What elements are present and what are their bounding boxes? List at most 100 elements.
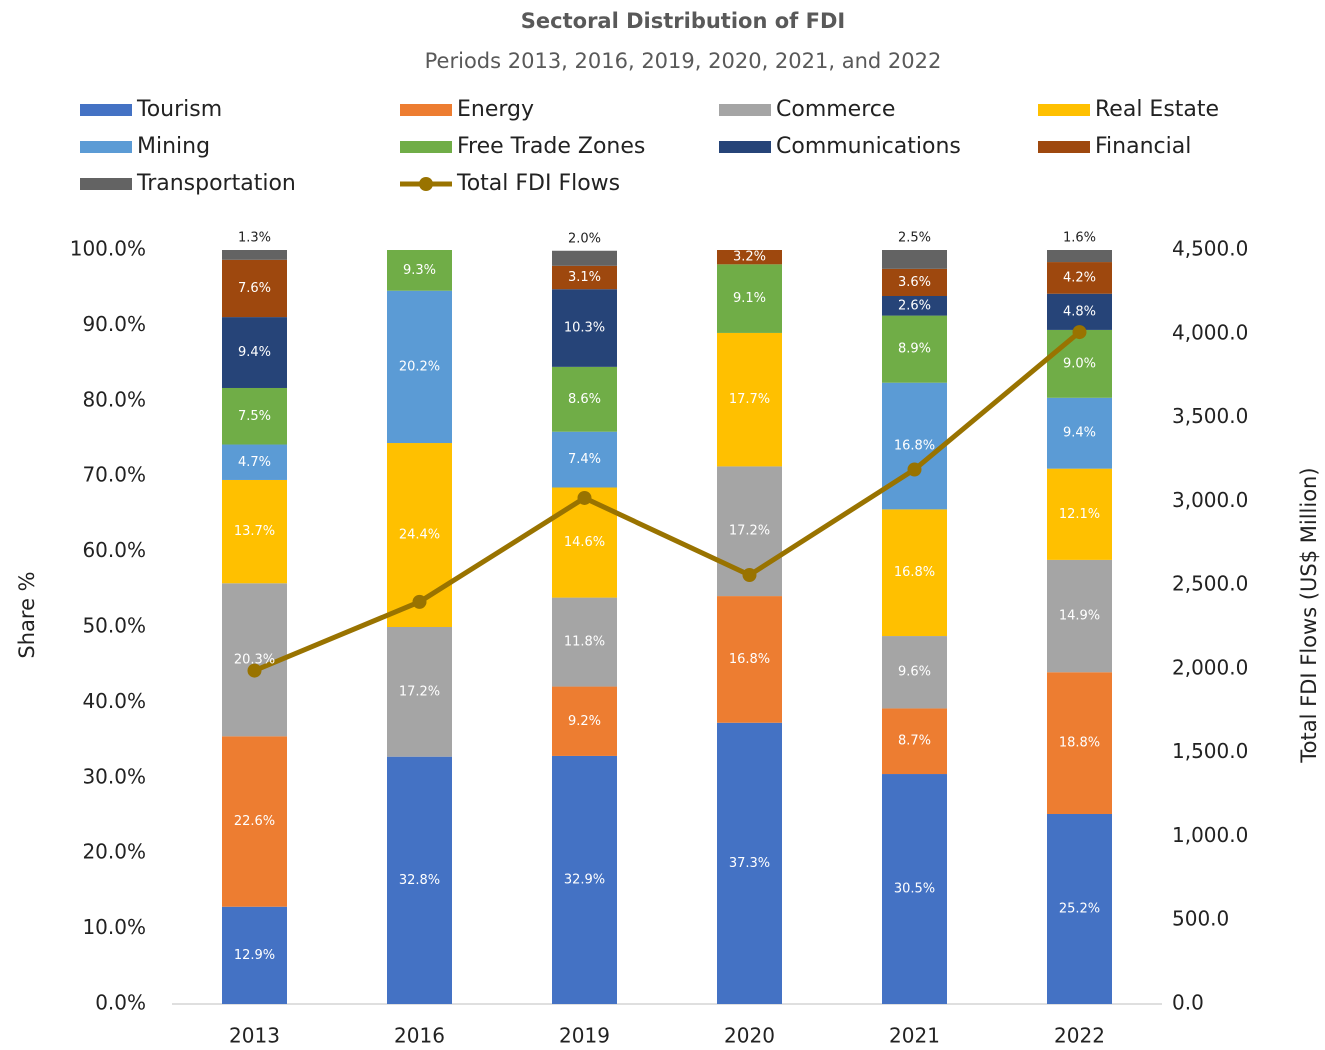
bar-segment [882,774,947,1004]
bar-segment [1047,329,1112,398]
y-tick-label: 20.0% [82,840,146,864]
data-label: 7.6% [238,281,271,296]
legend-swatch [1038,141,1090,153]
legend-label: Transportation [136,171,296,196]
data-label: 1.3% [238,231,271,246]
bar-segment [387,756,452,1004]
data-label: 9.3% [403,263,436,278]
x-tick-label: 2022 [1054,1024,1105,1048]
data-label: 2.5% [898,231,931,246]
y2-tick-label: 2,500.0 [1172,572,1248,596]
legend-swatch [1038,104,1090,116]
data-label: 22.6% [234,814,275,829]
bar-segment [717,250,782,265]
data-label: 3.1% [568,270,601,285]
legend-swatch [400,104,452,116]
legend-label: Communications [776,134,961,159]
data-label: 4.8% [1063,304,1096,319]
bar-segment [552,597,617,687]
y2-tick-label: 2,000.0 [1172,655,1248,679]
bar-segment [717,596,782,723]
data-label: 20.3% [234,652,275,667]
data-label: 1.6% [1063,231,1096,246]
data-label: 9.6% [898,665,931,680]
data-label: 7.5% [238,409,271,424]
x-tick-label: 2021 [889,1024,940,1048]
y2-tick-label: 4,500.0 [1172,237,1248,261]
data-label: 9.4% [238,345,271,360]
bar-segment [717,722,782,1004]
bar-segment [222,736,287,907]
line-marker [577,490,592,505]
data-label: 20.2% [399,359,440,374]
data-label: 16.8% [894,439,935,454]
line-marker [247,663,262,678]
chart-title: Sectoral Distribution of FDI [521,9,845,33]
data-label: 9.1% [733,291,766,306]
bar-segment [1047,468,1112,560]
bar-segment [882,250,947,269]
data-label: 3.6% [898,275,931,290]
data-label: 16.8% [729,652,770,667]
legend-label: Mining [137,134,210,159]
y-tick-label: 100.0% [70,237,146,261]
legend-label: Total FDI Flows [456,171,620,196]
bar-segment [552,431,617,488]
bar-segment [1047,813,1112,1004]
data-label: 17.7% [729,392,770,407]
line-marker [412,594,427,609]
bar-segment [552,265,617,290]
bar-segment [387,627,452,757]
data-label: 14.9% [1059,609,1100,624]
data-label: 13.7% [234,524,275,539]
bar-segment [882,315,947,383]
bar-segment [882,268,947,296]
bar-segment [552,686,617,756]
bar-segment [1047,397,1112,469]
x-tick-label: 2016 [394,1024,445,1048]
bar-segment [552,250,617,266]
bar-segment [882,708,947,775]
y2-tick-label: 3,000.0 [1172,488,1248,512]
bar-segment [882,509,947,637]
y2-tick-label: 1,500.0 [1172,739,1248,763]
bar-segment [882,636,947,709]
legend-swatch [80,141,132,153]
bar-segment [882,382,947,510]
legend-label: Real Estate [1095,97,1219,122]
y-tick-label: 30.0% [82,764,146,788]
y-tick-label: 0.0% [95,991,146,1015]
bar-segment [222,906,287,1004]
y-tick-label: 80.0% [82,387,146,411]
y2-tick-label: 3,500.0 [1172,404,1248,428]
data-label: 11.8% [564,635,605,650]
bar-segment [552,755,617,1004]
data-label: 16.8% [894,565,935,580]
data-label: 37.3% [729,856,770,871]
bar-segment [717,264,782,333]
legend-marker [419,177,433,191]
x-tick-label: 2020 [724,1024,775,1048]
bar-segment [222,479,287,584]
data-label: 8.7% [898,734,931,749]
data-label: 8.6% [568,392,601,407]
bar-segment [387,290,452,444]
bar-segment [222,387,287,445]
legend-label: Energy [457,97,534,122]
y2-tick-label: 0.0 [1172,991,1204,1015]
bar-segment [222,259,287,318]
bar-segment [717,332,782,467]
data-label: 30.5% [894,882,935,897]
legend-label: Free Trade Zones [457,134,645,159]
x-tick-label: 2013 [229,1024,280,1048]
line [253,330,1082,673]
x-tick-label: 2019 [559,1024,610,1048]
y2-tick-label: 1,000.0 [1172,823,1248,847]
legend-label: Tourism [136,97,222,122]
data-label: 4.2% [1063,270,1096,285]
bar-segment [1047,250,1112,263]
bar-segment [1047,672,1112,814]
data-label: 2.6% [898,298,931,313]
data-label: 24.4% [399,528,440,543]
